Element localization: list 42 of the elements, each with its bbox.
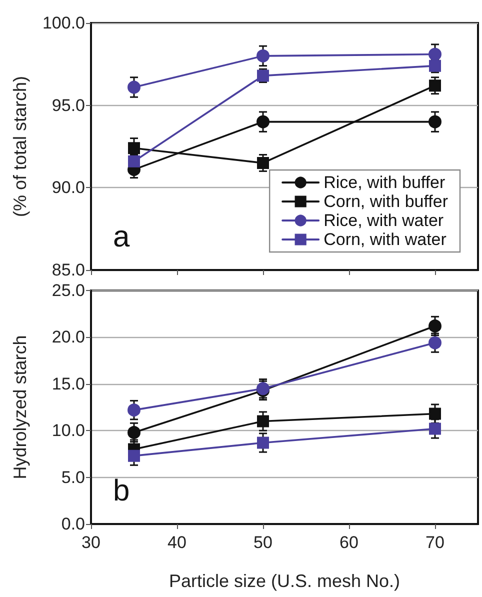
point (428, 319, 442, 332)
point (128, 426, 140, 439)
y-tick-label: 85.0 (52, 260, 85, 280)
point (128, 404, 140, 417)
y-tick-label: 10.0 (52, 421, 85, 440)
legend-label: Rice, with water (324, 211, 444, 230)
x-tick-label: 60 (340, 533, 358, 552)
annotation: a (113, 220, 130, 254)
point (256, 49, 270, 62)
point (128, 155, 140, 168)
point (429, 408, 441, 420)
point (429, 80, 441, 92)
annotation: b (113, 474, 130, 508)
point (429, 422, 441, 435)
point (428, 336, 442, 350)
point (257, 415, 269, 428)
point (128, 450, 140, 462)
point (128, 142, 140, 154)
y-axis-title: (% of total starch) (10, 76, 30, 218)
y-tick-label: 25.0 (52, 281, 85, 300)
y-tick-label: 0.0 (61, 514, 85, 534)
y-tick-label: 20.0 (52, 328, 85, 347)
point (257, 156, 269, 169)
legend-label: Rice, with buffer (324, 173, 446, 192)
y-tick-label: 100.0 (42, 14, 85, 32)
point (257, 436, 269, 449)
y-axis-title: Hydrolyzed starch (10, 335, 30, 480)
legend-label: Corn, with water (324, 230, 447, 249)
x-axis-title: Particle size (U.S. mesh No.) (168, 571, 400, 591)
x-tick-label: 70 (426, 533, 444, 552)
legend-label: Corn, with buffer (324, 192, 448, 211)
point (428, 115, 442, 128)
point (128, 80, 140, 94)
y-tick-label: 95.0 (52, 96, 85, 115)
point (256, 115, 270, 128)
point (428, 48, 442, 61)
x-tick-label: 40 (168, 533, 186, 552)
x-tick-label: 30 (82, 533, 100, 552)
x-tick-label: 50 (254, 533, 272, 552)
y-tick-label: 90.0 (52, 178, 85, 198)
y-tick-label: 15.0 (52, 374, 85, 394)
y-tick-label: 5.0 (61, 468, 85, 487)
